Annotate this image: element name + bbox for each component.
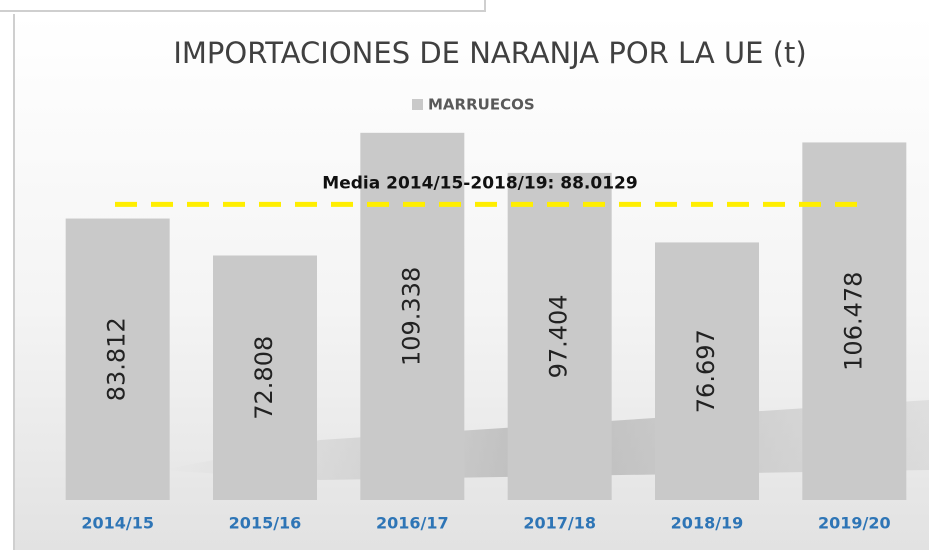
- x-tick-label: 2018/19: [671, 514, 744, 533]
- bar: [65, 218, 170, 500]
- value-label: 109.338: [397, 267, 425, 366]
- bar: [360, 132, 465, 500]
- bar: [655, 242, 759, 500]
- chart-title: IMPORTACIONES DE NARANJA POR LA UE (t): [173, 36, 806, 70]
- legend-swatch: [412, 99, 423, 110]
- bar: [213, 255, 317, 500]
- x-tick-label: 2014/15: [81, 514, 154, 533]
- value-label: 83.812: [103, 317, 131, 401]
- value-label: 76.697: [692, 329, 720, 413]
- value-label: 97.404: [545, 294, 573, 378]
- x-tick-label: 2019/20: [818, 514, 891, 533]
- x-tick-label: 2015/16: [229, 514, 302, 533]
- value-label: 106.478: [839, 272, 867, 371]
- x-tick-label: 2016/17: [376, 514, 449, 533]
- legend-label: MARRUECOS: [428, 96, 535, 114]
- mean-label: Media 2014/15-2018/19: 88.0129: [322, 173, 637, 193]
- bar: [507, 172, 612, 501]
- x-tick-label: 2017/18: [523, 514, 596, 533]
- value-label: 72.808: [250, 336, 278, 420]
